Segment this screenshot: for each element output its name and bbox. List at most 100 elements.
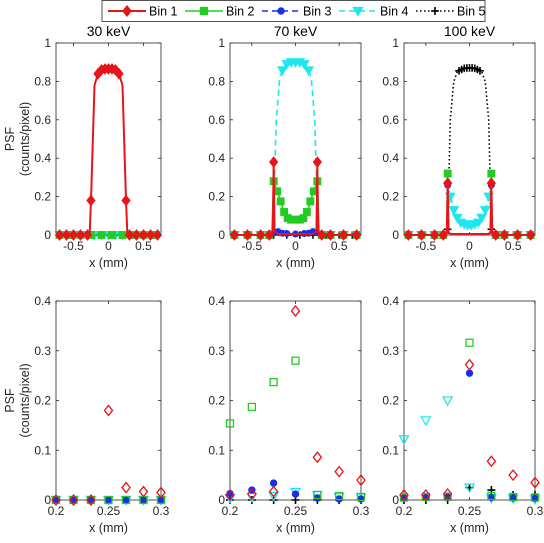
- marker-circle: [269, 479, 278, 487]
- series-5: [400, 483, 539, 504]
- series-line: [230, 180, 361, 236]
- y-tick-label: 0.6: [208, 113, 225, 127]
- marker-diamond: [530, 476, 540, 489]
- marker-triangle-down: [448, 206, 460, 216]
- marker-diamond: [268, 485, 279, 498]
- marker-square: [306, 197, 315, 206]
- panel-title: 100 keV: [444, 23, 496, 39]
- marker-square: [269, 377, 278, 387]
- marker-diamond: [229, 229, 239, 241]
- x-tick-label: 0: [466, 239, 473, 253]
- x-tick-label: -0.5: [415, 239, 436, 253]
- marker-diamond: [145, 229, 156, 241]
- marker-diamond: [312, 156, 322, 168]
- marker-diamond: [242, 229, 253, 241]
- y-axis-label: PSF: [3, 126, 17, 151]
- y-tick-label: 0.6: [382, 113, 399, 127]
- marker-diamond: [138, 485, 149, 498]
- series-2: [399, 338, 540, 502]
- panel-4: 0 0.1 0.2 0.3 0.4 0.2 0.25 0.3 x (mm) PSF (counts/…: [3, 294, 170, 535]
- y-tick-label: 0.6: [34, 113, 51, 127]
- y-tick-label: 0: [44, 228, 51, 242]
- marker-diamond: [247, 487, 257, 501]
- marker-diamond: [124, 229, 135, 241]
- marker-diamond: [356, 474, 366, 487]
- marker-diamond: [312, 451, 323, 464]
- marker-diamond: [121, 481, 131, 494]
- marker-diamond: [68, 493, 79, 506]
- panel-title: 30 keV: [87, 23, 131, 39]
- panel-6: 0 0.1 0.2 0.3 0.4 0.2 0.25 0.3 x (mm): [382, 294, 543, 535]
- legend-label: Bin 1: [149, 5, 178, 19]
- marker-square: [247, 402, 257, 412]
- y-tick-label: 1: [392, 36, 399, 50]
- x-tick-label: 0.5: [505, 239, 522, 253]
- marker-square: [313, 490, 322, 500]
- marker-diamond: [486, 177, 496, 190]
- x-tick-label: -0.5: [241, 239, 262, 253]
- marker-square: [121, 495, 131, 505]
- series-1: [51, 404, 166, 506]
- y-axis-label: PSF: [3, 388, 17, 413]
- marker-diamond: [122, 4, 132, 18]
- y-tick-label: 0.4: [208, 294, 225, 308]
- marker-diamond: [508, 469, 518, 482]
- panel-title: 70 keV: [274, 23, 318, 39]
- series-line: [404, 195, 535, 236]
- marker-square: [302, 208, 311, 216]
- marker-triangle-down: [463, 483, 476, 494]
- marker-diamond: [138, 229, 149, 241]
- y-tick-label: 0.2: [208, 190, 225, 204]
- y-tick-label: 0.2: [34, 394, 51, 408]
- marker-diamond: [464, 358, 475, 371]
- marker-square: [487, 491, 496, 501]
- marker-plus: [476, 67, 484, 75]
- marker-triangle-down: [420, 416, 432, 427]
- series-2: [230, 177, 361, 239]
- legend-label: Bin 4: [380, 5, 409, 19]
- legend-entry: Bin 2: [185, 5, 255, 19]
- y-tick-label: 0.1: [34, 443, 51, 457]
- marker-diamond: [103, 404, 114, 417]
- series-2: [404, 169, 535, 239]
- marker-circle: [139, 496, 148, 504]
- marker-square: [104, 495, 113, 505]
- marker-diamond: [421, 488, 431, 502]
- series-line: [56, 67, 161, 236]
- marker-diamond: [429, 229, 440, 241]
- marker-circle: [104, 496, 113, 504]
- axes-box: [55, 300, 162, 501]
- y-tick-label: 0.2: [208, 394, 225, 408]
- series-1: [229, 156, 362, 241]
- marker-diamond: [438, 229, 448, 241]
- y-axis-label: (counts/pixel): [18, 102, 32, 176]
- series-3: [400, 369, 539, 503]
- legend-label: Bin 2: [226, 5, 255, 19]
- y-tick-label: 0.1: [208, 443, 225, 457]
- y-tick-label: 0.4: [382, 151, 399, 165]
- marker-square: [487, 169, 496, 178]
- marker-triangle-down: [476, 213, 488, 224]
- marker-diamond: [68, 229, 79, 241]
- y-tick-label: 0.4: [382, 294, 399, 308]
- x-tick-label: 0.25: [458, 504, 482, 518]
- legend-entry: Bin 1: [108, 5, 178, 19]
- series-1: [225, 304, 366, 502]
- y-tick-label: 0.4: [34, 151, 51, 165]
- marker-diamond: [114, 67, 124, 80]
- marker-plus: [431, 7, 439, 15]
- marker-circle: [277, 7, 285, 15]
- panel-2: 0 0.2 0.4 0.6 0.8 1 -0.5 0 0.5 x (mm) 70 keV: [208, 23, 363, 270]
- x-axis-label: x (mm): [450, 521, 489, 535]
- y-tick-label: 0.2: [382, 394, 399, 408]
- x-tick-label: 0.5: [331, 239, 348, 253]
- legend: Bin 1 Bin 2 Bin 3 Bin 4 Bin 5: [101, 0, 486, 22]
- y-tick-label: 0.1: [382, 443, 399, 457]
- marker-square: [465, 338, 474, 347]
- series-line: [230, 161, 361, 236]
- series-line: [404, 67, 535, 236]
- y-tick-label: 0.3: [382, 344, 399, 358]
- marker-square: [443, 169, 452, 178]
